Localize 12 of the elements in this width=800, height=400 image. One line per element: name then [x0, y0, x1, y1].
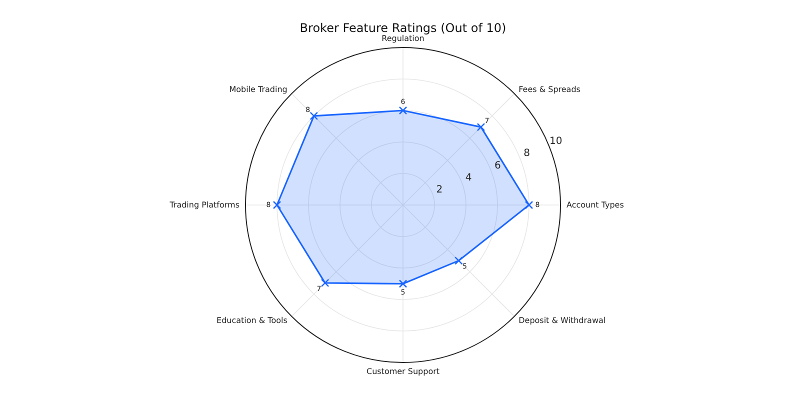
spoke-label: Customer Support — [366, 367, 440, 376]
spoke-label: Education & Tools — [216, 316, 288, 326]
spoke-label: Fees & Spreads — [518, 84, 580, 94]
spoke-label: Account Types — [566, 200, 624, 210]
spoke-label: Regulation — [382, 34, 424, 43]
spoke-label: Deposit & Withdrawal — [518, 316, 606, 326]
y-tick-label: 10 — [550, 136, 562, 148]
y-tick-label: 4 — [465, 172, 472, 184]
chart-title: Broker Feature Ratings (Out of 10) — [300, 21, 506, 35]
spoke-label: Mobile Trading — [229, 84, 288, 94]
y-tick-label: 2 — [436, 184, 443, 196]
spoke-label: Trading Platforms — [168, 200, 240, 210]
